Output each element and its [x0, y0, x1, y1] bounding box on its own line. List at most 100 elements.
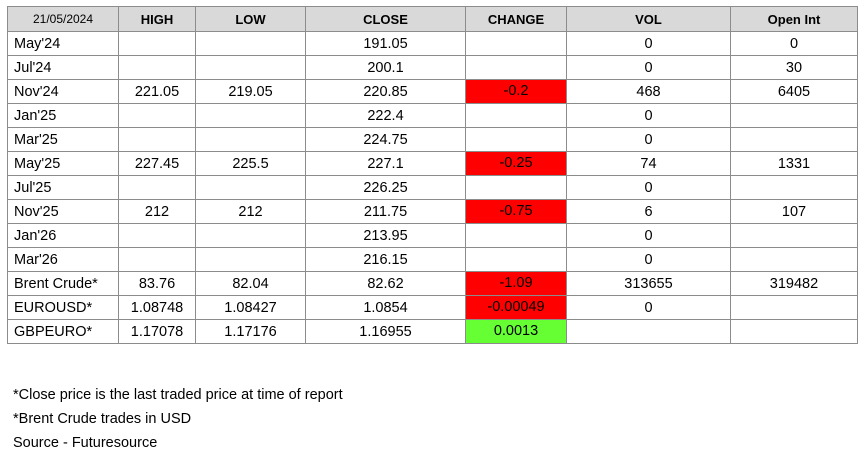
- instrument-name: May'24: [7, 31, 119, 56]
- high-cell: [118, 55, 196, 80]
- change-cell: [465, 55, 567, 80]
- high-cell: [118, 31, 196, 56]
- change-cell: -0.25: [465, 151, 567, 176]
- high-cell: [118, 103, 196, 128]
- low-cell: [195, 103, 306, 128]
- open-int-cell: 319482: [730, 271, 858, 296]
- col-open-int-header: Open Int: [730, 6, 858, 32]
- change-value: [467, 33, 566, 55]
- change-cell: [465, 31, 567, 56]
- low-cell: 219.05: [195, 79, 306, 104]
- instrument-name: May'25: [7, 151, 119, 176]
- high-cell: [118, 175, 196, 200]
- col-high-header: HIGH: [118, 6, 196, 32]
- close-cell: 200.1: [305, 55, 466, 80]
- table-row: GBPEURO* 1.17078 1.17176 1.16955 0.0013: [7, 319, 858, 344]
- vol-cell: 6: [566, 199, 731, 224]
- change-value: -0.2: [466, 80, 566, 103]
- close-cell: 224.75: [305, 127, 466, 152]
- low-cell: [195, 127, 306, 152]
- footnote-source: Source - Futuresource: [13, 435, 158, 451]
- change-value: -0.75: [466, 200, 566, 223]
- low-cell: 212: [195, 199, 306, 224]
- close-cell: 1.16955: [305, 319, 466, 344]
- close-cell: 220.85: [305, 79, 466, 104]
- low-cell: [195, 175, 306, 200]
- low-cell: 1.08427: [195, 295, 306, 320]
- instrument-name: EUROUSD*: [7, 295, 119, 320]
- table-body: May'24 191.05 0 0 Jul'24 200.1 0 30 Nov'24 221.05…: [7, 31, 858, 344]
- instrument-name: Jul'25: [7, 175, 119, 200]
- change-value: [467, 225, 566, 247]
- change-cell: [465, 247, 567, 272]
- open-int-cell: [730, 103, 858, 128]
- table-row: Nov'24 221.05 219.05 220.85 -0.2 468 6405: [7, 79, 858, 104]
- low-cell: 225.5: [195, 151, 306, 176]
- footnote-brent-usd: *Brent Crude trades in USD: [13, 411, 192, 427]
- open-int-cell: 30: [730, 55, 858, 80]
- vol-cell: 468: [566, 79, 731, 104]
- open-int-cell: 6405: [730, 79, 858, 104]
- change-value: 0.0013: [466, 320, 566, 343]
- high-cell: 221.05: [118, 79, 196, 104]
- instrument-name: Mar'25: [7, 127, 119, 152]
- open-int-cell: [730, 319, 858, 344]
- low-cell: 1.17176: [195, 319, 306, 344]
- table-row: Jul'25 226.25 0: [7, 175, 858, 200]
- table-header-row: 21/05/2024 HIGH LOW CLOSE CHANGE VOL Ope…: [7, 6, 858, 32]
- change-cell: [465, 175, 567, 200]
- low-cell: [195, 55, 306, 80]
- change-value: [467, 129, 566, 151]
- change-cell: 0.0013: [465, 319, 567, 344]
- vol-cell: [566, 319, 731, 344]
- table-row: Jan'25 222.4 0: [7, 103, 858, 128]
- close-cell: 222.4: [305, 103, 466, 128]
- vol-cell: 0: [566, 247, 731, 272]
- vol-cell: 0: [566, 55, 731, 80]
- change-value: [467, 57, 566, 79]
- instrument-name: GBPEURO*: [7, 319, 119, 344]
- open-int-cell: [730, 223, 858, 248]
- high-cell: [118, 247, 196, 272]
- high-cell: 227.45: [118, 151, 196, 176]
- vol-cell: 0: [566, 127, 731, 152]
- change-cell: -0.00049: [465, 295, 567, 320]
- close-cell: 213.95: [305, 223, 466, 248]
- open-int-cell: 0: [730, 31, 858, 56]
- change-value: [467, 249, 566, 271]
- table-row: EUROUSD* 1.08748 1.08427 1.0854 -0.00049 0: [7, 295, 858, 320]
- table-row: May'25 227.45 225.5 227.1 -0.25 74 1331: [7, 151, 858, 176]
- table-row: Jan'26 213.95 0: [7, 223, 858, 248]
- change-value: -1.09: [466, 272, 566, 295]
- change-value: [467, 177, 566, 199]
- close-cell: 216.15: [305, 247, 466, 272]
- change-cell: -0.2: [465, 79, 567, 104]
- instrument-name: Jul'24: [7, 55, 119, 80]
- vol-cell: 313655: [566, 271, 731, 296]
- open-int-cell: [730, 247, 858, 272]
- instrument-name: Mar'26: [7, 247, 119, 272]
- low-cell: 82.04: [195, 271, 306, 296]
- high-cell: 1.17078: [118, 319, 196, 344]
- open-int-cell: 107: [730, 199, 858, 224]
- open-int-cell: 1331: [730, 151, 858, 176]
- vol-cell: 0: [566, 295, 731, 320]
- close-cell: 211.75: [305, 199, 466, 224]
- close-cell: 227.1: [305, 151, 466, 176]
- vol-cell: 0: [566, 103, 731, 128]
- instrument-name: Jan'26: [7, 223, 119, 248]
- close-cell: 191.05: [305, 31, 466, 56]
- table-row: Mar'26 216.15 0: [7, 247, 858, 272]
- table-row: Nov'25 212 212 211.75 -0.75 6 107: [7, 199, 858, 224]
- high-cell: [118, 223, 196, 248]
- instrument-name: Nov'25: [7, 199, 119, 224]
- high-cell: 1.08748: [118, 295, 196, 320]
- change-value: -0.25: [466, 152, 566, 175]
- table-row: May'24 191.05 0 0: [7, 31, 858, 56]
- change-cell: -0.75: [465, 199, 567, 224]
- close-cell: 82.62: [305, 271, 466, 296]
- col-close-header: CLOSE: [305, 6, 466, 32]
- change-cell: [465, 103, 567, 128]
- vol-cell: 0: [566, 175, 731, 200]
- footnote-close-price: *Close price is the last traded price at…: [13, 387, 343, 403]
